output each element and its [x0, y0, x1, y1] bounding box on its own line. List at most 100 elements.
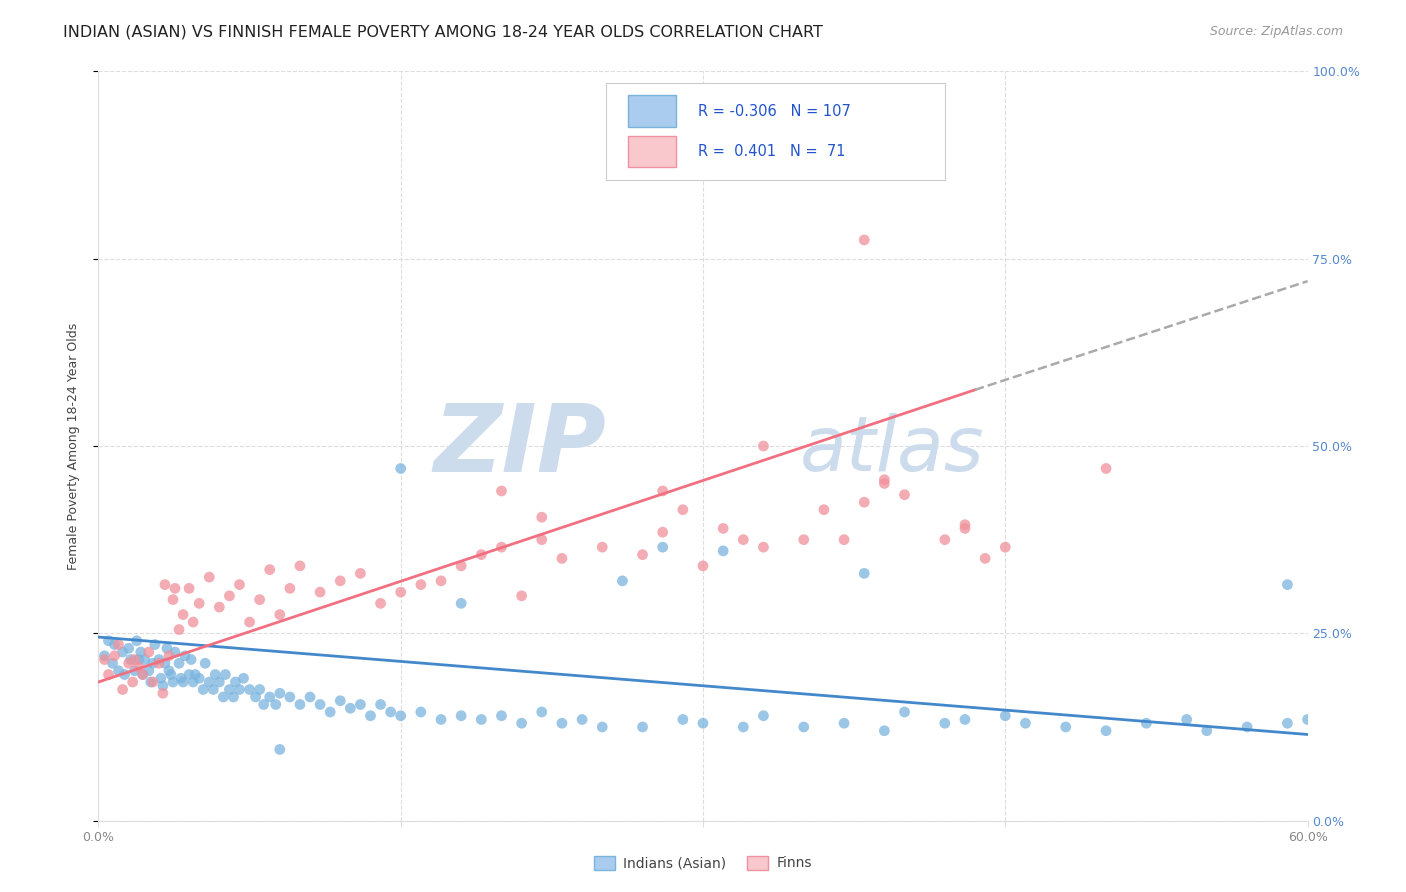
Legend: Indians (Asian), Finns: Indians (Asian), Finns — [588, 848, 818, 878]
Point — [309, 585, 332, 599]
Point — [139, 675, 162, 690]
Point — [128, 660, 150, 674]
Point — [148, 657, 170, 671]
Point — [793, 533, 815, 547]
Point — [591, 540, 613, 554]
Point — [163, 582, 186, 596]
Point — [97, 667, 120, 681]
Point — [733, 720, 755, 734]
Point — [142, 675, 165, 690]
Point — [893, 705, 915, 719]
Point — [752, 540, 775, 554]
Point — [218, 682, 240, 697]
Point — [853, 495, 876, 509]
Point — [934, 533, 956, 547]
Point — [172, 675, 194, 690]
Point — [430, 574, 453, 588]
Point — [389, 708, 412, 723]
Point — [222, 690, 245, 704]
Point — [184, 667, 207, 681]
Point — [953, 521, 976, 535]
Point — [174, 648, 197, 663]
Point — [631, 548, 654, 562]
Point — [491, 483, 513, 498]
Point — [214, 667, 236, 681]
Y-axis label: Female Poverty Among 18-24 Year Olds: Female Poverty Among 18-24 Year Olds — [67, 322, 80, 570]
Point — [224, 675, 246, 690]
Point — [103, 638, 125, 652]
Point — [264, 698, 287, 712]
Point — [181, 615, 204, 629]
Point — [269, 607, 291, 622]
Point — [380, 705, 402, 719]
Point — [93, 652, 115, 666]
Point — [124, 664, 146, 678]
Point — [198, 570, 221, 584]
Point — [974, 551, 997, 566]
Point — [120, 652, 142, 666]
Point — [245, 690, 267, 704]
Point — [107, 638, 129, 652]
Point — [160, 667, 183, 681]
Point — [853, 566, 876, 581]
Point — [138, 664, 160, 678]
Point — [153, 577, 176, 591]
Point — [148, 652, 170, 666]
Point — [430, 713, 453, 727]
Point — [711, 521, 734, 535]
Point — [118, 641, 141, 656]
Text: atlas: atlas — [800, 413, 984, 487]
Point — [269, 742, 291, 756]
Point — [551, 716, 574, 731]
Point — [994, 540, 1017, 554]
Point — [142, 657, 165, 671]
Point — [111, 645, 134, 659]
Point — [510, 589, 533, 603]
Point — [389, 585, 412, 599]
Point — [873, 473, 896, 487]
Point — [470, 548, 492, 562]
Point — [1236, 720, 1258, 734]
Point — [198, 675, 221, 690]
Point — [370, 596, 392, 610]
Point — [813, 502, 835, 516]
Point — [179, 667, 201, 681]
Point — [202, 682, 225, 697]
Point — [409, 705, 432, 719]
Point — [143, 638, 166, 652]
Point — [953, 517, 976, 532]
Point — [1175, 713, 1198, 727]
Point — [163, 645, 186, 659]
FancyBboxPatch shape — [628, 95, 676, 127]
Point — [172, 607, 194, 622]
Point — [124, 652, 146, 666]
Point — [114, 667, 136, 681]
Point — [93, 648, 115, 663]
Point — [953, 713, 976, 727]
Point — [329, 694, 352, 708]
Point — [170, 671, 193, 685]
Point — [1296, 57, 1319, 71]
Point — [752, 439, 775, 453]
Point — [288, 558, 311, 573]
Point — [470, 713, 492, 727]
Point — [832, 716, 855, 731]
Point — [551, 551, 574, 566]
Point — [299, 690, 322, 704]
Point — [491, 540, 513, 554]
Point — [793, 720, 815, 734]
Point — [1277, 716, 1299, 731]
Text: R =  0.401   N =  71: R = 0.401 N = 71 — [699, 144, 845, 159]
Point — [101, 657, 124, 671]
Point — [249, 592, 271, 607]
Point — [510, 716, 533, 731]
Point — [107, 664, 129, 678]
Point — [450, 558, 472, 573]
FancyBboxPatch shape — [628, 136, 676, 168]
Point — [149, 671, 172, 685]
Point — [134, 652, 156, 666]
Point — [278, 582, 301, 596]
Point — [181, 675, 204, 690]
Point — [1296, 713, 1319, 727]
Point — [208, 600, 231, 615]
